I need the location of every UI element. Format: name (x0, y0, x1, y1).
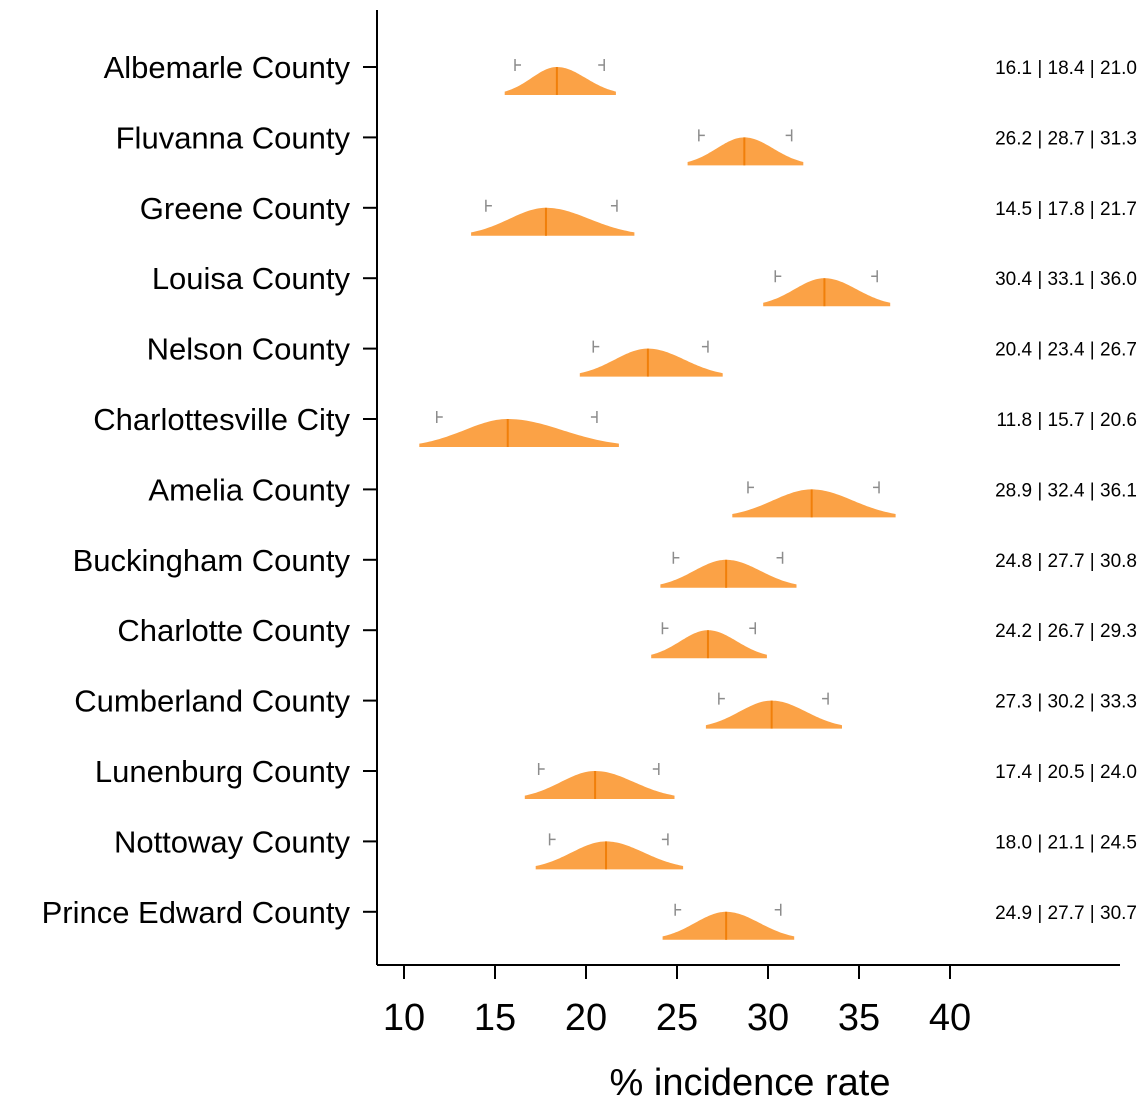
x-tick-label: 25 (656, 997, 698, 1039)
interval-summary: 24.2 | 26.7 | 29.3 (995, 621, 1137, 642)
density-shape (732, 489, 896, 518)
interval-summary: 11.8 | 15.7 | 20.6 (996, 410, 1137, 431)
density-shape (660, 559, 797, 588)
interval-low-marker (747, 481, 754, 494)
interval-summary: 26.2 | 28.7 | 31.3 (995, 128, 1137, 149)
chart-row: Nelson County 20.4 | 23.4 | 26.7 (147, 332, 1137, 377)
chart-row: Lunenburg County 17.4 | 20.5 | 24.0 (95, 754, 1137, 799)
category-label: Nottoway County (114, 824, 351, 859)
interval-low-marker (774, 270, 782, 283)
x-axis-label: % incidence rate (610, 1062, 891, 1104)
interval-low-marker (514, 59, 522, 71)
density-shape (763, 278, 891, 307)
density-shape (504, 67, 616, 95)
interval-summary: 14.5 | 17.8 | 21.7 (995, 199, 1137, 220)
interval-summary: 24.9 | 27.7 | 30.7 (995, 903, 1137, 924)
interval-high-marker (873, 481, 880, 494)
interval-high-marker (774, 903, 782, 916)
category-label: Amelia County (148, 472, 350, 507)
category-label: Charlotte County (117, 613, 350, 648)
interval-low-marker (698, 129, 705, 142)
x-tick-label: 15 (474, 997, 516, 1039)
interval-high-marker (598, 59, 605, 71)
interval-summary: 18.0 | 21.1 | 24.5 (995, 832, 1137, 853)
interval-low-marker (485, 199, 492, 212)
interval-low-marker (592, 340, 600, 353)
density-shape (579, 348, 723, 377)
density-shape (471, 207, 635, 236)
chart-row: Charlotte County 24.2 | 26.7 | 29.3 (117, 613, 1137, 659)
chart-row: Amelia County 28.9 | 32.4 | 36.1 (148, 472, 1137, 518)
x-tick-label: 40 (929, 997, 971, 1039)
chart-row: Nottoway County 18.0 | 21.1 | 24.5 (114, 824, 1137, 870)
category-label: Charlottesville City (93, 402, 350, 437)
interval-low-marker (718, 692, 725, 705)
interval-low-marker (661, 622, 669, 635)
x-tick-label: 35 (838, 997, 880, 1039)
interval-high-marker (610, 199, 618, 212)
interval-low-marker (672, 551, 680, 564)
interval-summary: 30.4 | 33.1 | 36.0 (995, 269, 1137, 290)
density-shape (535, 841, 684, 870)
interval-high-marker (749, 622, 757, 635)
chart-row: Charlottesville City 11.8 | 15.7 | 20.6 (93, 402, 1137, 447)
density-shape (419, 419, 619, 447)
interval-low-marker (436, 411, 443, 423)
interval-high-marker (652, 763, 660, 775)
interval-low-marker (674, 903, 682, 916)
interval-summary: 17.4 | 20.5 | 24.0 (995, 762, 1137, 783)
category-label: Fluvanna County (116, 120, 351, 155)
chart-row: Albemarle County 16.1 | 18.4 | 21.0 (104, 50, 1137, 95)
interval-high-marker (590, 411, 598, 423)
category-label: Louisa County (152, 261, 351, 296)
interval-high-marker (701, 340, 709, 353)
x-tick-label: 30 (747, 997, 789, 1039)
category-label: Cumberland County (74, 684, 350, 719)
interval-summary: 24.8 | 27.7 | 30.8 (995, 551, 1137, 572)
category-label: Buckingham County (73, 543, 351, 578)
density-shape (662, 911, 795, 940)
interval-low-marker (537, 763, 545, 775)
interval-summary: 28.9 | 32.4 | 36.1 (995, 480, 1137, 501)
interval-summary: 20.4 | 23.4 | 26.7 (995, 340, 1137, 361)
x-axis-ticks: 10 15 20 25 30 35 40 (383, 965, 971, 1039)
density-shape (524, 771, 675, 799)
density-shape (705, 700, 842, 729)
chart-row: Louisa County 30.4 | 33.1 | 36.0 (152, 261, 1137, 307)
chart-row: Greene County 14.5 | 17.8 | 21.7 (140, 191, 1137, 236)
chart-row: Prince Edward County 24.9 | 27.7 | 30.7 (42, 895, 1137, 940)
interval-high-marker (785, 129, 793, 142)
category-label: Nelson County (147, 332, 351, 367)
interval-high-marker (776, 551, 784, 564)
density-shape (687, 137, 804, 166)
x-tick-label: 10 (383, 997, 425, 1039)
chart-row: Buckingham County 24.8 | 27.7 | 30.8 (73, 543, 1137, 588)
interval-low-marker (548, 833, 556, 846)
interval-high-marker (661, 833, 669, 846)
chart-row: Fluvanna County 26.2 | 28.7 | 31.3 (116, 120, 1137, 166)
category-label: Prince Edward County (42, 895, 351, 930)
x-tick-label: 20 (565, 997, 607, 1039)
chart-row: Cumberland County 27.3 | 30.2 | 33.3 (74, 684, 1137, 729)
interval-summary: 27.3 | 30.2 | 33.3 (995, 692, 1137, 713)
interval-summary: 16.1 | 18.4 | 21.0 (995, 58, 1137, 79)
category-label: Albemarle County (104, 50, 351, 85)
category-label: Lunenburg County (95, 754, 351, 789)
density-shape (651, 630, 767, 659)
interval-high-marker (871, 270, 878, 283)
category-label: Greene County (140, 191, 351, 226)
chart-rows: Albemarle County 16.1 | 18.4 | 21.0 Fluvan… (42, 50, 1137, 940)
interval-high-marker (822, 692, 829, 705)
